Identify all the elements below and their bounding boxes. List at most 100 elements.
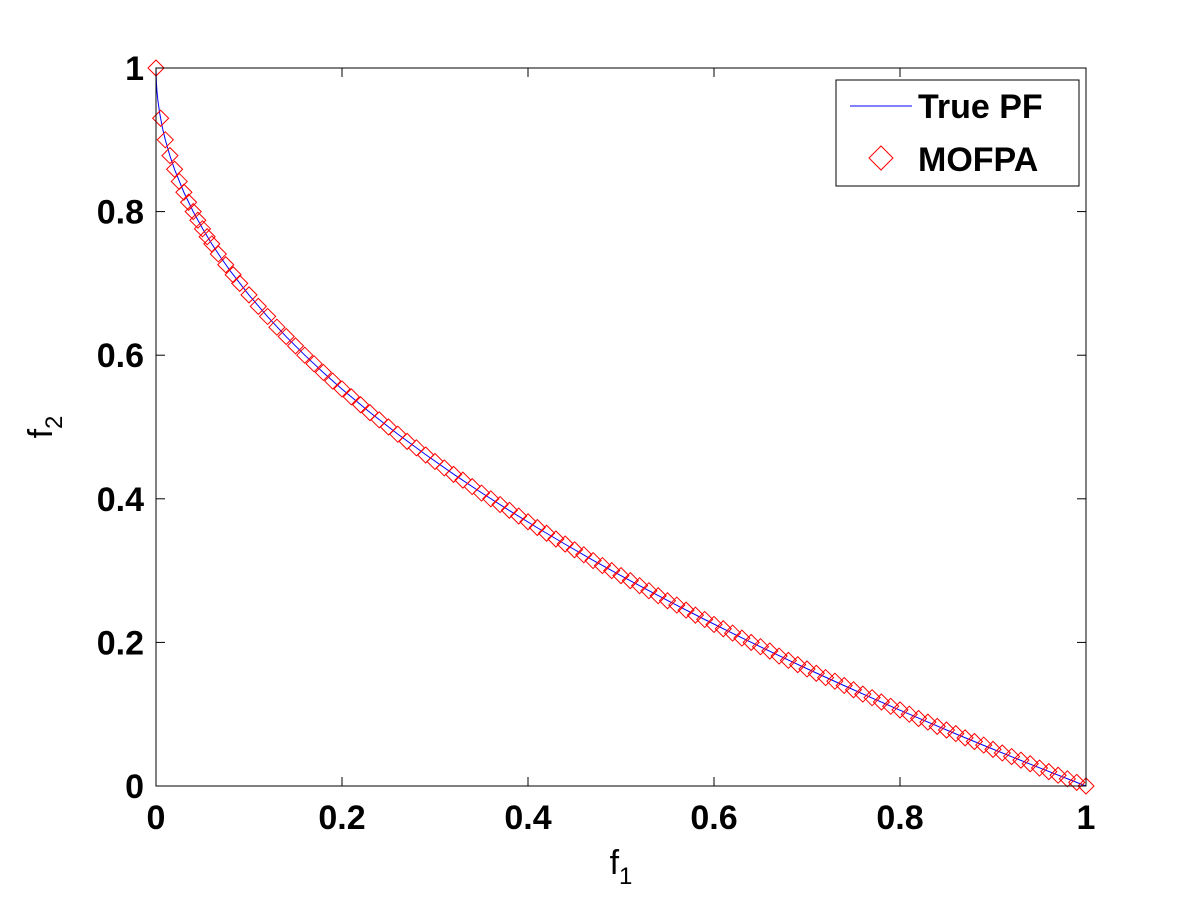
x-tick-label: 0.4: [504, 799, 551, 837]
x-tick-label: 0.2: [318, 799, 365, 837]
y-tick-label: 0.2: [97, 624, 144, 662]
series-mofpa-marker: [193, 220, 212, 238]
series-mofpa-marker: [175, 183, 193, 201]
legend-box: [835, 79, 1080, 187]
series-mofpa-marker: [872, 693, 891, 711]
series-mofpa-marker: [640, 581, 658, 600]
series-mofpa-marker: [277, 327, 295, 346]
series-mofpa-marker: [649, 587, 667, 605]
series-mofpa-marker: [323, 372, 342, 390]
series-mofpa-marker: [189, 211, 207, 229]
series-mofpa-marker: [919, 713, 937, 731]
series-mofpa-marker: [761, 642, 779, 660]
series-mofpa-marker: [751, 638, 770, 656]
series-mofpa-marker: [258, 307, 277, 326]
series-mofpa-marker: [547, 530, 565, 548]
series-mofpa-marker: [351, 396, 370, 414]
series-mofpa-marker: [151, 109, 170, 127]
ticks-layer: [155, 67, 1087, 787]
series-mofpa-marker: [928, 717, 946, 736]
series-mofpa-marker: [956, 729, 974, 747]
series-mofpa-marker: [621, 571, 640, 590]
series-mofpa-marker: [658, 592, 677, 610]
series-mofpa-marker: [500, 501, 519, 519]
series-mofpa-marker: [179, 193, 198, 211]
series-mofpa-marker: [686, 606, 705, 624]
series-mofpa-marker: [463, 477, 481, 496]
series-mofpa-marker: [788, 655, 807, 674]
series-mofpa-marker: [333, 380, 351, 398]
series-mofpa-marker: [881, 697, 900, 716]
series-mofpa-marker: [249, 297, 268, 316]
series-mofpa-marker: [198, 228, 216, 246]
series-mofpa-marker: [537, 524, 556, 542]
x-tick-label: 0: [147, 799, 166, 837]
x-axis-label: f1: [610, 844, 633, 890]
plot-frame: [155, 67, 1087, 787]
series-mofpa-marker: [528, 518, 547, 537]
series-mofpa-marker: [593, 556, 612, 575]
series-mofpa-marker: [435, 459, 454, 477]
series-mofpa-marker: [807, 664, 826, 682]
series-mofpa-marker: [1002, 747, 1021, 766]
series-mofpa-marker: [361, 403, 379, 422]
series-mofpa-marker: [668, 596, 686, 614]
y-tick-label: 0: [125, 768, 144, 806]
series-mofpa-marker: [705, 615, 723, 634]
y-axis-label-subscript: 2: [41, 416, 68, 429]
series-mofpa-marker: [844, 681, 863, 699]
series-mofpa-marker: [314, 363, 333, 382]
legend-mofpa-label: MOFPA: [918, 141, 1038, 179]
series-mofpa-marker: [695, 610, 714, 629]
series-mofpa-marker: [993, 744, 1012, 762]
series-mofpa-marker: [165, 160, 184, 178]
series-mofpa-marker: [798, 660, 816, 678]
legend: True PF MOFPA: [835, 79, 1080, 187]
series-mofpa-marker: [612, 566, 630, 585]
series-mofpa-marker: [854, 685, 872, 703]
series-mofpa-marker: [909, 709, 928, 728]
series-mofpa-marker: [770, 647, 788, 665]
series-mofpa-marker: [389, 425, 407, 443]
series-mofpa-marker: [984, 740, 1002, 759]
series-mofpa-marker: [379, 418, 398, 436]
series-mofpa-marker: [1067, 773, 1086, 792]
series-mofpa-marker: [454, 471, 472, 489]
data-layer: [147, 59, 1095, 795]
series-mofpa-marker: [677, 601, 695, 619]
series-mofpa-marker: [965, 732, 984, 751]
series-mofpa-marker: [974, 736, 993, 754]
x-axis-label-subscript: 1: [619, 863, 632, 890]
series-mofpa-marker: [240, 286, 258, 304]
series-mofpa-marker: [209, 245, 228, 263]
y-tick-label: 1: [125, 50, 144, 88]
series-mofpa-marker: [370, 411, 388, 429]
series-mofpa-marker: [723, 624, 742, 642]
tick-labels-layer: 0 0.2 0.4 0.6 0.8 1 0 0.2 0.4 0.6 0.8 1: [97, 50, 1096, 837]
series-mofpa-marker: [286, 337, 305, 355]
series-mofpa-marker: [416, 446, 435, 464]
y-tick-label: 0.8: [97, 194, 144, 232]
series-mofpa-marker: [900, 705, 919, 723]
series-mofpa-marker: [584, 551, 602, 570]
series-mofpa-marker: [296, 346, 314, 364]
legend-mofpa-swatch: [868, 145, 894, 171]
series-mofpa-marker: [937, 721, 956, 739]
series-mofpa-marker: [519, 513, 537, 531]
series-mofpa-marker: [1030, 759, 1049, 777]
series-mofpa-marker: [1049, 766, 1067, 784]
series-mofpa-marker: [863, 688, 881, 707]
series-mofpa-marker: [835, 676, 853, 695]
series-mofpa-marker: [1040, 762, 1058, 781]
x-tick-label: 1: [1077, 799, 1096, 837]
legend-true-pf-label: True PF: [918, 88, 1043, 126]
x-axis-label-base: f: [610, 844, 620, 882]
series-mofpa-marker: [161, 146, 179, 165]
series-mofpa-marker: [426, 452, 444, 471]
series-mofpa-marker: [491, 495, 509, 514]
series-mofpa-marker: [156, 131, 175, 149]
series-mofpa-marker: [733, 629, 751, 647]
series-mofpa-marker: [305, 355, 323, 373]
series-mofpa-marker: [891, 701, 909, 719]
